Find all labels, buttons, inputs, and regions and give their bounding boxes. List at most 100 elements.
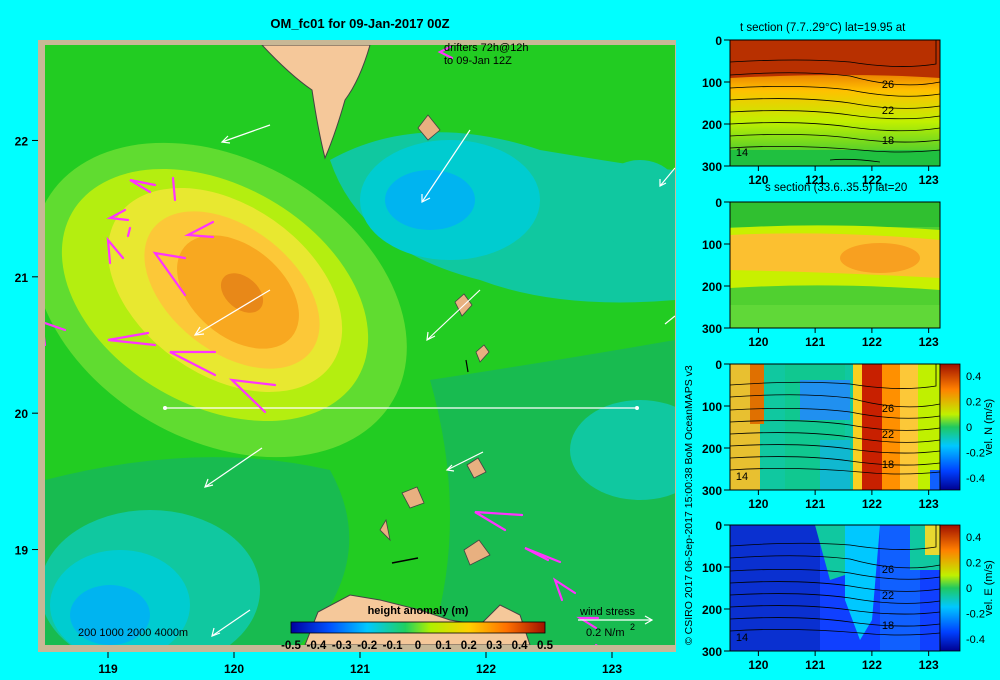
v-section-x-tick-label: 120 [748,497,768,511]
colorbar-tick-label: 0.2 [461,640,477,652]
vel-e-colorbar-tick-label: -0.2 [966,609,985,621]
t-section-x-tick-label: 122 [862,173,882,187]
map-x-tick-label: 120 [224,662,244,676]
s-section-heatmap [730,202,940,328]
map-x-tick-label: 121 [350,662,370,676]
colorbar-tick-label: -0.5 [281,640,301,652]
vel-n-colorbar-label: vel. N (m/s) [983,399,995,455]
v-section-y-tick-label: 100 [702,400,722,414]
u-section-y-tick-label: 0 [715,519,722,533]
wind-stress-vectors [193,124,675,637]
s-section-x-tick-label: 121 [805,335,825,349]
vel-n-colorbar-tick-label: 0 [966,422,972,434]
s-section-x-tick-label: 122 [862,335,882,349]
t-section-x-tick-label: 123 [919,173,939,187]
vel-n-colorbar-tick-label: -0.4 [966,473,985,485]
u-section-y-tick-label: 200 [702,603,722,617]
figure-title: OM_fc01 for 09-Jan-2017 00Z [270,16,449,31]
contour-label: 26 [882,564,894,576]
colorbar-tick-label: 0.5 [537,640,554,652]
contour-label: 14 [736,147,748,159]
vel-e-colorbar-tick-label: -0.4 [966,634,985,646]
drifters-legend-line1: drifters 72h@12h [444,42,529,54]
colorbar-tick-label: 0.4 [512,640,529,652]
u-section-x-tick-label: 120 [748,658,768,672]
contour-label: 26 [882,79,894,91]
v-section-x-tick-label: 123 [919,497,939,511]
colorbar-tick-label: -0.3 [332,640,352,652]
s-section-y-tick-label: 0 [715,196,722,210]
vel-e-colorbar-tick-label: 0.2 [966,558,981,570]
map-x-tick-label: 122 [476,662,496,676]
contour-label: 22 [882,429,894,441]
s-section-x-tick-label: 120 [748,335,768,349]
u-section-x-tick-label: 123 [919,658,939,672]
section-line [163,406,639,410]
map-x-tick-label: 119 [98,662,118,676]
t-section-y-tick-label: 300 [702,160,722,174]
u-section-heatmap [729,525,941,651]
map-x-tick-label: 123 [602,662,622,676]
u-section-y-tick-label: 100 [702,561,722,575]
contour-label: 22 [882,590,894,602]
t-section-y-tick-label: 100 [702,76,722,90]
colorbar-tick-label: 0 [415,640,421,652]
map-y-tick-label: 19 [15,544,29,558]
vel-e-colorbar [939,524,961,652]
map-y-tick-label: 22 [15,134,29,148]
t-section-x-tick-label: 121 [805,173,825,187]
u-section-x-tick-label: 122 [862,658,882,672]
s-section-y-tick-label: 200 [702,280,722,294]
contour-label: 14 [736,471,748,483]
v-section-x-tick-label: 121 [805,497,825,511]
vel-n-colorbar [939,363,961,491]
wind-scale-arrow [578,615,654,625]
v-section-y-tick-label: 0 [715,358,722,372]
v-section-heatmap [729,364,941,490]
wind-stress-legend: wind stress [579,606,636,618]
t-section-y-tick-label: 200 [702,118,722,132]
wind-scale-label: 0.2 N/m [586,627,625,639]
s-section-x-tick-label: 123 [919,335,939,349]
colorbar-tick-label: -0.1 [383,640,403,652]
wind-scale-exponent: 2 [630,622,635,632]
t-section-heatmap [729,40,941,166]
s-section-y-tick-label: 100 [702,238,722,252]
drifters-legend-line2: to 09-Jan 12Z [444,55,512,67]
ssh-heatmap [45,45,675,645]
colorbar-tick-label: 0.3 [486,640,502,652]
colorbar-tick-label: 0.1 [435,640,452,652]
credit-line: © CSIRO 2017 06-Sep-2017 15:00:38 BoM Oc… [683,365,695,645]
colorbar-title: height anomaly (m) [368,605,469,617]
contour-label: 22 [882,105,894,117]
contour-label: 18 [882,459,894,471]
v-section-x-tick-label: 122 [862,497,882,511]
colorbar-tick-label: -0.4 [306,640,326,652]
drifter-tracks [45,45,600,645]
contour-label: 18 [882,620,894,632]
s-section-y-tick-label: 300 [702,322,722,336]
v-section-y-tick-label: 200 [702,442,722,456]
vel-n-colorbar-tick-label: 0.2 [966,397,981,409]
vel-e-colorbar-tick-label: 0.4 [966,532,981,544]
s-section-title: s section (33.6..35.5) lat=20 [765,182,907,194]
u-section-x-tick-label: 121 [805,658,825,672]
contour-label: 18 [882,135,894,147]
contour-label: 14 [736,632,748,644]
depth-contour-legend: 200 1000 2000 4000m [78,627,188,639]
t-section-title: t section (7.7..29°C) lat=19.95 at [740,22,906,34]
vel-n-colorbar-tick-label: 0.4 [966,371,981,383]
u-section-y-tick-label: 300 [702,645,722,659]
map-y-tick-label: 20 [15,407,29,421]
vel-e-colorbar-tick-label: 0 [966,583,972,595]
vel-e-colorbar-label: vel. E (m/s) [983,560,995,616]
v-section-y-tick-label: 300 [702,484,722,498]
map-y-tick-label: 21 [15,271,29,285]
contour-label: 26 [882,403,894,415]
colorbar-tick-label: -0.2 [357,640,377,652]
ssh-colorbar [290,621,546,634]
t-section-x-tick-label: 120 [748,173,768,187]
vel-n-colorbar-tick-label: -0.2 [966,448,985,460]
t-section-y-tick-label: 0 [715,34,722,48]
